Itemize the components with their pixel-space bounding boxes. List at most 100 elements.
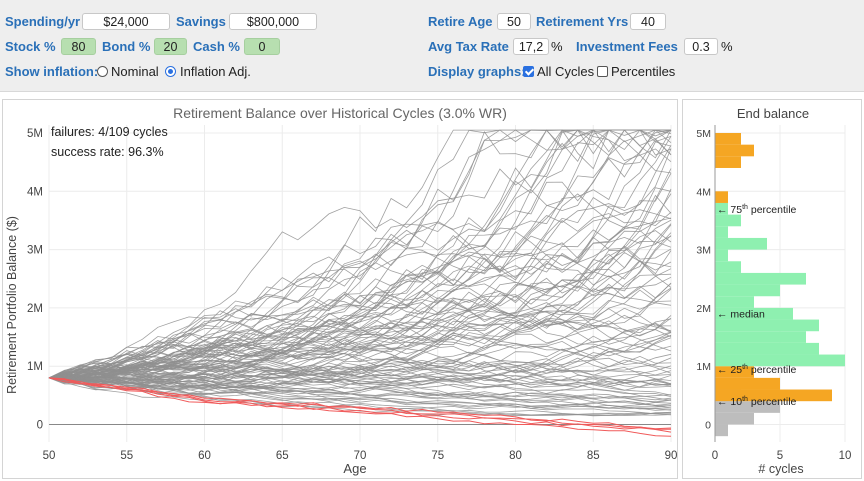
percentile-annotations: ← 75th percentile ← median ← 25th percenti… bbox=[717, 204, 797, 408]
cycle-line bbox=[48, 345, 672, 384]
cycle-line bbox=[48, 377, 672, 404]
histogram-bar bbox=[715, 389, 832, 402]
histogram-bar bbox=[715, 249, 728, 262]
tax-rate-label: Avg Tax Rate bbox=[428, 39, 509, 54]
y-tick-label: 3M bbox=[27, 245, 43, 257]
hist-x-tick-label: 0 bbox=[712, 450, 718, 462]
histogram-bar bbox=[715, 133, 741, 145]
histogram-bar bbox=[715, 237, 767, 250]
stock-input[interactable]: 80 bbox=[61, 38, 96, 55]
histogram-bar bbox=[715, 272, 806, 285]
cycle-line bbox=[48, 283, 672, 381]
histogram-bar bbox=[715, 307, 793, 320]
failed-cycle-line bbox=[48, 377, 672, 437]
percentile-annotation: ← median bbox=[717, 309, 765, 321]
y-tick-label: 5M bbox=[27, 128, 43, 140]
cycle-line bbox=[48, 289, 672, 379]
cycle-line bbox=[48, 209, 672, 379]
main-chart-title: Retirement Balance over Historical Cycle… bbox=[173, 105, 507, 121]
hist-x-tick-label: 10 bbox=[839, 450, 852, 462]
x-tick-label: 55 bbox=[120, 450, 133, 462]
retire-age-label: Retire Age bbox=[428, 14, 493, 29]
main-axes: 50 55 60 65 70 75 80 85 90 0 1M 2M 3M 4M 5M bbox=[27, 128, 677, 462]
hist-y-tick-label: 0 bbox=[705, 420, 711, 432]
histogram-bar bbox=[715, 296, 754, 308]
inflation-label: Show inflation: bbox=[5, 64, 99, 79]
end-balance-histogram: End balance 0 5 10 0 1M 2M 3M 4M 5M ← 75th perce… bbox=[696, 106, 852, 476]
retirement-yrs-input[interactable]: 40 bbox=[630, 13, 666, 30]
y-tick-label: 1M bbox=[27, 361, 43, 373]
cycle-line bbox=[48, 268, 672, 384]
cycle-line bbox=[48, 194, 672, 380]
cycle-line bbox=[48, 373, 672, 399]
cycle-line bbox=[48, 129, 671, 379]
x-tick-label: 80 bbox=[509, 450, 522, 462]
cycle-line bbox=[48, 365, 672, 391]
histogram-bar bbox=[715, 319, 819, 332]
hist-y-tick-label: 2M bbox=[696, 303, 711, 315]
percentile-annotation: ← 10th percentile bbox=[717, 396, 797, 408]
histogram-x-axis-label: # cycles bbox=[758, 462, 803, 476]
cycle-line bbox=[48, 129, 672, 379]
spending-label: Spending/yr bbox=[5, 14, 81, 29]
failures-text: failures: 4/109 cycles bbox=[51, 125, 168, 139]
x-tick-label: 75 bbox=[431, 450, 444, 462]
cash-input[interactable]: 0 bbox=[244, 38, 280, 55]
success-rate-text: success rate: 96.3% bbox=[51, 145, 164, 159]
controls-panel: Spending/yr $24,000 Savings $800,000 Sto… bbox=[0, 0, 864, 92]
cycle-line bbox=[48, 374, 672, 396]
percentiles-label: Percentiles bbox=[611, 64, 676, 79]
cycle-line bbox=[48, 139, 672, 379]
nominal-radio[interactable] bbox=[97, 66, 108, 77]
cycle-line bbox=[48, 376, 672, 417]
cycle-line bbox=[48, 129, 672, 379]
bond-label: Bond % bbox=[102, 39, 151, 54]
retire-age-input[interactable]: 50 bbox=[497, 13, 531, 30]
histogram-title: End balance bbox=[737, 106, 809, 121]
all-cycles-checkbox[interactable] bbox=[523, 66, 534, 77]
histogram-bar bbox=[715, 412, 754, 425]
cycle-line bbox=[48, 308, 671, 383]
cycle-line bbox=[48, 211, 672, 379]
percentiles-checkbox[interactable] bbox=[597, 66, 608, 77]
cycle-line bbox=[48, 333, 672, 379]
display-graphs-label: Display graphs: bbox=[428, 64, 526, 79]
histogram-bar bbox=[715, 377, 780, 390]
x-tick-label: 90 bbox=[665, 450, 677, 462]
cycle-line bbox=[48, 129, 672, 381]
x-tick-label: 85 bbox=[587, 450, 600, 462]
spending-input[interactable]: $24,000 bbox=[82, 13, 170, 30]
bond-input[interactable]: 20 bbox=[154, 38, 187, 55]
retirement-yrs-label: Retirement Yrs bbox=[536, 14, 629, 29]
cycle-line bbox=[48, 251, 672, 379]
histogram-bar bbox=[715, 342, 819, 355]
histogram-bars bbox=[715, 133, 845, 437]
cycle-line bbox=[48, 251, 672, 379]
savings-input[interactable]: $800,000 bbox=[229, 13, 317, 30]
cycle-line bbox=[48, 223, 672, 379]
failed-cycle-line bbox=[48, 377, 672, 430]
fees-input[interactable]: 0.3 bbox=[684, 38, 718, 55]
histogram-bar bbox=[715, 144, 754, 157]
x-tick-label: 70 bbox=[354, 450, 367, 462]
histogram-bar bbox=[715, 354, 845, 367]
histogram-bar bbox=[715, 156, 741, 168]
cycle-line bbox=[48, 377, 672, 415]
hist-y-tick-label: 5M bbox=[696, 128, 711, 140]
savings-label: Savings bbox=[176, 14, 226, 29]
failed-cycle-lines bbox=[48, 377, 672, 437]
hist-y-tick-label: 3M bbox=[696, 245, 711, 257]
histogram-panel: End balance 0 5 10 0 1M 2M 3M 4M 5M ← 75th perce… bbox=[682, 99, 862, 479]
tax-rate-input[interactable]: 17,2 bbox=[513, 38, 549, 55]
inflation-adj-radio[interactable] bbox=[165, 66, 176, 77]
nominal-label: Nominal bbox=[111, 64, 159, 79]
cycle-line bbox=[48, 235, 672, 385]
histogram-bar bbox=[715, 401, 780, 413]
histogram-bar bbox=[715, 331, 806, 343]
y-tick-label: 4M bbox=[27, 186, 43, 198]
tax-rate-unit: % bbox=[551, 39, 563, 54]
hist-y-tick-label: 1M bbox=[696, 361, 711, 373]
percentile-annotation: ← 75th percentile bbox=[717, 204, 797, 216]
histogram-bar bbox=[715, 261, 741, 273]
inflation-adj-label: Inflation Adj. bbox=[180, 64, 251, 79]
